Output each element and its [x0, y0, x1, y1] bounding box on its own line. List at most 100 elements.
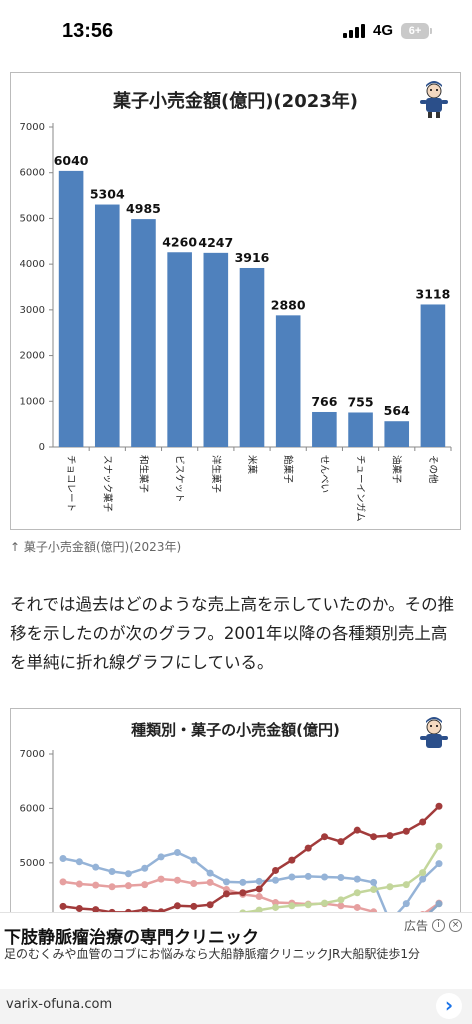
data-point	[222, 878, 230, 886]
data-point	[255, 906, 263, 914]
ad-domain[interactable]: varix-ofuna.com	[6, 997, 113, 1012]
data-point	[190, 902, 198, 910]
data-point	[255, 893, 263, 901]
close-icon[interactable]: ×	[449, 919, 462, 932]
bar	[239, 267, 265, 447]
data-point	[304, 872, 312, 880]
data-point	[419, 869, 427, 877]
data-point	[435, 860, 443, 868]
data-point	[402, 900, 410, 908]
mascot-icon	[420, 81, 448, 118]
data-point	[272, 876, 280, 884]
ad-footer[interactable]: varix-ofuna.com ›	[0, 989, 472, 1024]
x-tick-label: ビスケット	[174, 455, 185, 503]
data-point	[353, 903, 361, 911]
data-point	[304, 844, 312, 852]
data-point	[190, 880, 198, 887]
data-point	[272, 866, 280, 874]
y-tick-label: 5000	[20, 858, 45, 869]
ad-description[interactable]: 足のむくみや血管のコブにお悩みなら大船静脈瘤クリニックJR大船駅徒歩1分	[4, 947, 420, 961]
y-tick-label: 7000	[20, 122, 45, 133]
bar	[203, 252, 229, 447]
data-point	[353, 889, 361, 897]
x-tick-label: せんべい	[318, 455, 329, 493]
data-point	[190, 856, 198, 864]
data-point	[402, 827, 410, 835]
data-label: 4247	[198, 235, 233, 250]
data-label: 5304	[90, 187, 125, 202]
data-point	[206, 878, 214, 886]
bar	[94, 204, 120, 447]
data-label: 564	[384, 403, 410, 418]
ad-banner[interactable]: 広告 i × 下肢静脈瘤治療の専門クリニック 足のむくみや血管のコブにお悩みなら…	[0, 912, 472, 1024]
chart-title: 種類別・菓子の小売金額(億円)	[131, 721, 340, 739]
article-paragraph: それでは過去はどのような売上高を示していたのか。その推移を示したのが次のグラフ。…	[10, 595, 455, 672]
data-point	[124, 870, 132, 878]
data-point	[239, 889, 247, 897]
data-point	[272, 903, 280, 911]
arrow-right-icon[interactable]: ›	[436, 993, 462, 1019]
data-point	[370, 885, 378, 893]
data-point	[337, 902, 345, 910]
data-point	[108, 883, 116, 891]
data-point	[419, 875, 427, 883]
signal-icon	[342, 23, 365, 38]
data-point	[75, 858, 83, 866]
data-point	[321, 873, 329, 881]
bar	[420, 304, 446, 447]
data-label: 766	[311, 394, 337, 409]
data-point	[157, 875, 165, 883]
x-tick-label: チョコレート	[65, 455, 76, 512]
data-point	[108, 868, 116, 876]
data-point	[337, 838, 345, 846]
info-icon[interactable]: i	[432, 919, 445, 932]
network-type: 4G	[372, 22, 393, 39]
data-point	[206, 901, 214, 909]
data-point	[59, 878, 67, 886]
x-tick-label: 油菓子	[391, 455, 403, 484]
data-point	[173, 876, 181, 884]
bar-chart: 0 1000 2000 3000 4000 5000 6000 7000 6040 チョコレート 5…	[20, 122, 452, 522]
data-point	[75, 880, 83, 888]
y-tick-label: 2000	[20, 351, 45, 362]
data-point	[75, 905, 83, 913]
ad-label[interactable]: 広告 i ×	[404, 917, 462, 934]
data-point	[141, 906, 149, 914]
mascot-icon	[420, 717, 448, 748]
battery-level: 6+	[401, 22, 429, 39]
status-time: 13:56	[62, 20, 114, 42]
data-point	[337, 896, 345, 904]
bar	[348, 412, 373, 447]
bar	[312, 411, 337, 447]
y-tick-label: 1000	[20, 396, 45, 407]
x-tick-label: 和生菓子	[137, 455, 149, 494]
x-tick-label: 米菓	[246, 455, 258, 475]
data-label: 3916	[235, 250, 270, 265]
data-label: 4985	[126, 201, 161, 216]
data-point	[92, 906, 100, 914]
y-tick-label: 0	[39, 442, 45, 453]
data-point	[59, 902, 67, 910]
chart-title: 菓子小売金額(億円)(2023年)	[112, 91, 358, 112]
data-point	[272, 899, 280, 907]
y-tick-label: 3000	[20, 305, 45, 316]
data-point	[141, 864, 149, 872]
ad-label-text: 広告	[403, 919, 428, 933]
data-point	[222, 890, 230, 898]
data-point	[59, 854, 67, 862]
data-point	[402, 881, 410, 889]
x-tick-label: 飴菓子	[282, 455, 294, 484]
bar	[131, 219, 156, 447]
ad-title[interactable]: 下肢静脈瘤治療の専門クリニック	[4, 928, 259, 948]
data-point	[353, 826, 361, 834]
data-point	[157, 853, 165, 861]
data-point	[288, 902, 296, 910]
data-point	[255, 877, 263, 885]
data-point	[255, 885, 263, 893]
data-label: 3118	[416, 286, 451, 301]
data-point	[92, 863, 100, 871]
data-point	[386, 832, 394, 840]
x-tick-label: 洋生菓子	[210, 455, 222, 494]
data-point	[337, 874, 345, 882]
